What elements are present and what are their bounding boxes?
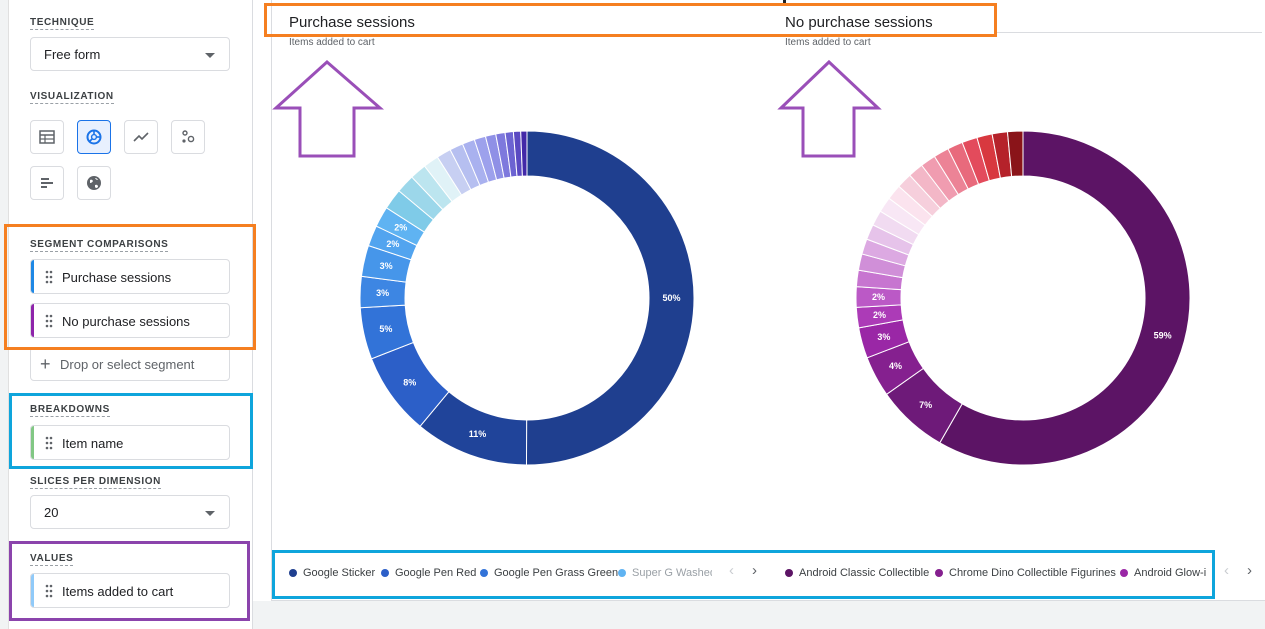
chart-subtitle-no-purchase: Items added to cart xyxy=(785,37,871,48)
left-edge-strip xyxy=(0,0,9,629)
plus-icon: + xyxy=(40,354,51,374)
chart-subtitle-purchase: Items added to cart xyxy=(289,37,375,48)
slices-label: SLICES PER DIMENSION xyxy=(30,476,161,489)
viz-table-button[interactable] xyxy=(30,120,64,154)
segment-chip-no-purchase[interactable]: No purchase sessions xyxy=(30,303,230,338)
chart-canvas xyxy=(271,0,1265,601)
chevron-down-icon xyxy=(205,511,215,516)
legend-next-button[interactable]: › xyxy=(1247,562,1252,579)
table-icon xyxy=(39,130,55,144)
technique-label: TECHNIQUE xyxy=(30,17,95,30)
legend-swatch xyxy=(289,568,297,577)
drag-handle-icon[interactable] xyxy=(45,584,53,598)
legend-item[interactable]: Android Glow-i xyxy=(1120,567,1210,579)
drag-handle-icon[interactable] xyxy=(45,436,53,450)
viz-geo-button[interactable] xyxy=(77,166,111,200)
values-label: VALUES xyxy=(30,553,74,566)
breakdown-chip-item-name[interactable]: Item name xyxy=(30,425,230,460)
chart-area xyxy=(253,0,1265,629)
chevron-down-icon xyxy=(205,53,215,58)
viz-donut-button[interactable] xyxy=(77,120,111,154)
legend-item[interactable]: Chrome Dino Collectible Figurines xyxy=(935,567,1116,579)
viz-bar-button[interactable] xyxy=(30,166,64,200)
chart-title-no-purchase: No purchase sessions xyxy=(785,14,933,31)
drop-segment-button[interactable]: + Drop or select segment xyxy=(30,347,230,381)
segment-color-bar xyxy=(31,260,34,293)
bottom-strip xyxy=(253,601,1265,629)
header-tick-mark xyxy=(783,0,786,4)
bar-chart-icon xyxy=(41,178,53,188)
chart-title-purchase: Purchase sessions xyxy=(289,14,415,31)
visualization-label: VISUALIZATION xyxy=(30,91,114,104)
segment-comparisons-label: SEGMENT COMPARISONS xyxy=(30,239,169,252)
slices-select[interactable]: 20 xyxy=(30,495,230,529)
value-color-bar xyxy=(31,574,34,607)
drag-handle-icon[interactable] xyxy=(45,270,53,284)
legend-swatch xyxy=(381,568,389,577)
settings-panel: TECHNIQUE Free form VISUALIZATION xyxy=(9,0,253,629)
legend-label: Google Pen Grass Green xyxy=(494,567,619,579)
scatter-plot-icon xyxy=(182,130,195,143)
segment-chip-purchase[interactable]: Purchase sessions xyxy=(30,259,230,294)
breakdown-color-bar xyxy=(31,426,34,459)
line-chart-icon xyxy=(133,132,149,142)
breakdowns-label: BREAKDOWNS xyxy=(30,404,110,417)
legend-item[interactable]: Android Classic Collectible xyxy=(785,567,929,579)
legend-label: Android Classic Collectible xyxy=(799,567,930,579)
legend-swatch xyxy=(785,568,793,577)
viz-scatter-button[interactable] xyxy=(171,120,205,154)
legend-item[interactable]: Google Pen Grass Green xyxy=(480,567,618,579)
viz-line-button[interactable] xyxy=(124,120,158,154)
legend-item[interactable]: Google Pen Red xyxy=(381,567,476,579)
legend-next-button[interactable]: › xyxy=(752,562,757,579)
segment-color-bar xyxy=(31,304,34,337)
legend-swatch xyxy=(618,568,626,577)
donut-chart-icon xyxy=(86,129,102,145)
legend-item[interactable]: Super G Washed xyxy=(618,567,712,579)
technique-select[interactable]: Free form xyxy=(30,37,230,71)
slices-value: 20 xyxy=(44,505,59,520)
breakdown-name: Item name xyxy=(62,436,124,451)
legend-swatch xyxy=(1120,568,1128,577)
drag-handle-icon[interactable] xyxy=(45,314,53,328)
drop-segment-label: Drop or select segment xyxy=(60,357,195,372)
legend-label: Chrome Dino Collectible Figurines xyxy=(949,567,1116,579)
legend-label: Google Pen Red xyxy=(395,567,477,579)
value-chip-items-added[interactable]: Items added to cart xyxy=(30,573,230,608)
legend-prev-button[interactable]: ‹ xyxy=(1224,562,1229,579)
legend-prev-button[interactable]: ‹ xyxy=(729,562,734,579)
globe-icon xyxy=(87,176,101,190)
legend-label: Super G Washed xyxy=(632,567,712,579)
header-divider xyxy=(996,32,1262,33)
legend-label: Android Glow-i xyxy=(1134,567,1207,579)
legend-swatch xyxy=(480,568,488,577)
segment-name: Purchase sessions xyxy=(62,270,172,285)
legend-swatch xyxy=(935,568,943,577)
technique-value: Free form xyxy=(44,47,101,62)
legend-label: Google Sticker xyxy=(303,567,376,579)
legend-item[interactable]: Google Sticker xyxy=(289,567,375,579)
value-name: Items added to cart xyxy=(62,584,174,599)
segment-name: No purchase sessions xyxy=(62,314,190,329)
